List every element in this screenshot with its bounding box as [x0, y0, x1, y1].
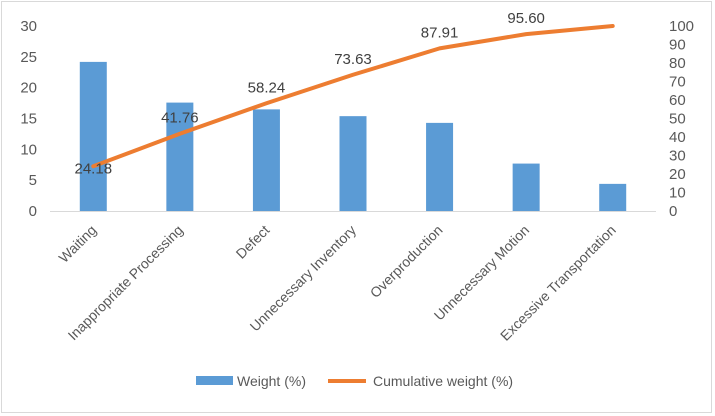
- y-left-tick-label: 30: [20, 18, 37, 35]
- y-right-tick-label: 50: [669, 111, 686, 128]
- data-label-1: 41.76: [161, 110, 199, 127]
- y-right-tick-label: 60: [669, 92, 686, 109]
- bar-1: [166, 102, 194, 211]
- category-label: Unnecessary Motion: [431, 222, 533, 324]
- data-label-5: 95.60: [507, 10, 545, 27]
- bar-5: [512, 163, 540, 211]
- bar-2: [252, 109, 280, 211]
- y-right-tick-label: 40: [669, 129, 686, 146]
- bar-6: [599, 183, 627, 211]
- y-left-tick-label: 25: [20, 49, 37, 66]
- bar-3: [339, 116, 367, 211]
- y-right-tick-label: 70: [669, 74, 686, 91]
- y-left-tick-label: 10: [20, 141, 37, 158]
- category-label: Overproduction: [367, 222, 446, 301]
- legend-label-cumulative: Cumulative weight (%): [373, 373, 513, 389]
- y-right-tick-label: 10: [669, 185, 686, 202]
- y-right-tick-label: 100: [669, 18, 694, 35]
- y-right-tick-label: 30: [669, 148, 686, 165]
- y-right-tick-label: 80: [669, 55, 686, 72]
- y-right-tick-label: 90: [669, 37, 686, 54]
- data-label-4: 87.91: [421, 24, 459, 41]
- cumulative-line: [91, 24, 615, 169]
- y-left-tick-label: 20: [20, 80, 37, 97]
- y-right-tick-label: 0: [669, 203, 677, 220]
- data-label-0: 24.18: [75, 160, 113, 177]
- legend-bar-swatch: [196, 376, 233, 385]
- category-label: Waiting: [55, 222, 99, 266]
- y-right-tick-label: 20: [669, 166, 686, 183]
- data-label-3: 73.63: [334, 51, 372, 68]
- category-label: Defect: [233, 222, 273, 262]
- bar-0: [79, 61, 107, 211]
- y-left-tick-label: 15: [20, 111, 37, 128]
- legend-label-weight: Weight (%): [237, 373, 306, 389]
- bar-4: [426, 122, 454, 211]
- y-left-tick-label: 5: [29, 172, 37, 189]
- data-label-2: 58.24: [248, 79, 286, 96]
- y-left-tick-label: 0: [29, 203, 37, 220]
